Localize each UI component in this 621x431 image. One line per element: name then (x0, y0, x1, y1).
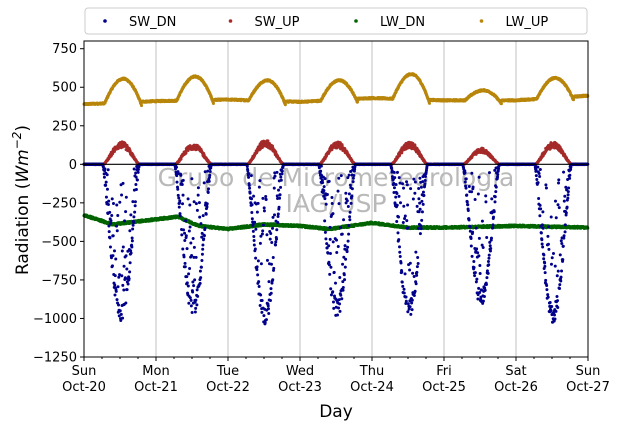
sw-up-point (184, 151, 188, 155)
series-layer (82, 72, 590, 326)
watermark: Grupo de Micrometeorologia IAG/USP (158, 163, 515, 218)
series-lw-up (82, 72, 590, 108)
lw-up-point (211, 102, 215, 106)
watermark-line-1: Grupo de Micrometeorologia (158, 163, 515, 192)
lw-up-point (427, 101, 431, 105)
watermark-line-2: IAG/USP (285, 189, 386, 218)
x-gridlines (155, 41, 517, 357)
lw-up-point (140, 104, 143, 108)
lw-up-point (499, 102, 503, 106)
lw-up-point (283, 103, 287, 107)
sw-up-point (400, 151, 404, 155)
